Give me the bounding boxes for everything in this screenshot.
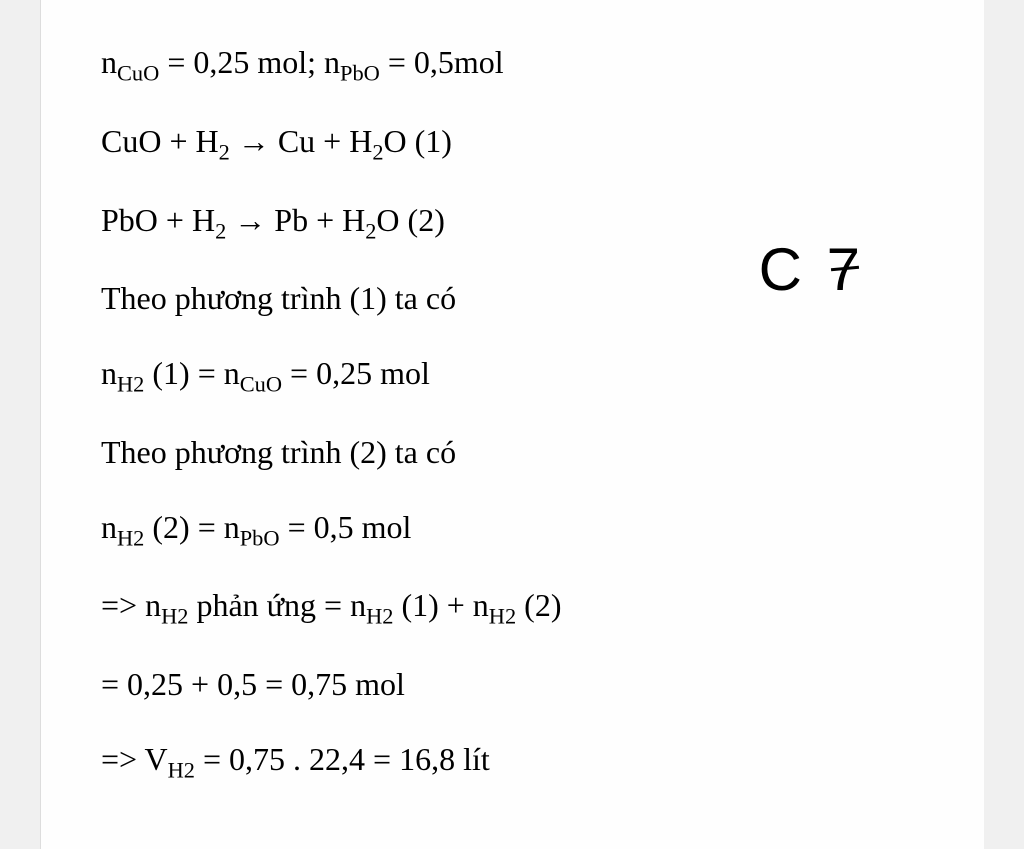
subscript: H2 (366, 604, 393, 629)
subscript: 2 (219, 139, 230, 164)
subscript: 2 (365, 218, 376, 243)
equation-line-10: => VH2 = 0,75 . 22,4 = 16,8 lít (101, 737, 924, 786)
subscript: H2 (161, 604, 188, 629)
handwritten-annotation: C 7 (759, 235, 864, 304)
equation-line-9: = 0,25 + 0,5 = 0,75 mol (101, 662, 924, 707)
subscript: PbO (340, 60, 380, 85)
subscript: 2 (215, 218, 226, 243)
subscript: H2 (117, 371, 144, 396)
equation-line-1: nCuO = 0,25 mol; nPbO = 0,5mol (101, 40, 924, 89)
equation-line-7: nH2 (2) = nPbO = 0,5 mol (101, 505, 924, 554)
equation-line-5: nH2 (1) = nCuO = 0,25 mol (101, 351, 924, 400)
equation-line-8: => nH2 phản ứng = nH2 (1) + nH2 (2) (101, 583, 924, 632)
subscript: 2 (372, 139, 383, 164)
subscript: H2 (117, 525, 144, 550)
annotation-letter-c: C (759, 235, 806, 304)
subscript: PbO (240, 525, 280, 550)
annotation-digit-7: 7 (827, 235, 864, 304)
equation-line-2: CuO + H2 → Cu + H2O (1) (101, 119, 924, 168)
subscript: CuO (240, 371, 282, 396)
page-container: nCuO = 0,25 mol; nPbO = 0,5mol CuO + H2 … (40, 0, 984, 849)
subscript: H2 (168, 757, 195, 782)
subscript: H2 (489, 604, 516, 629)
text-line-6: Theo phương trình (2) ta có (101, 430, 924, 475)
subscript: CuO (117, 60, 159, 85)
